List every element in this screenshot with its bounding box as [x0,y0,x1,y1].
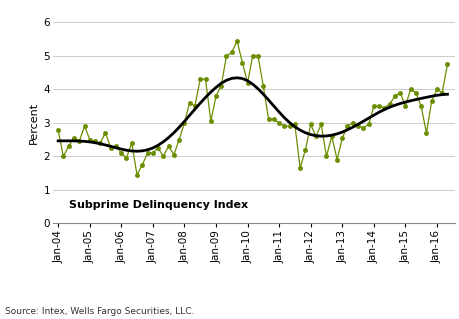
Y-axis label: Percent: Percent [29,102,39,144]
Text: Subprime Delinquency Index: Subprime Delinquency Index [68,200,247,210]
Text: Source: Intex, Wells Fargo Securities, LLC.: Source: Intex, Wells Fargo Securities, L… [5,307,194,316]
